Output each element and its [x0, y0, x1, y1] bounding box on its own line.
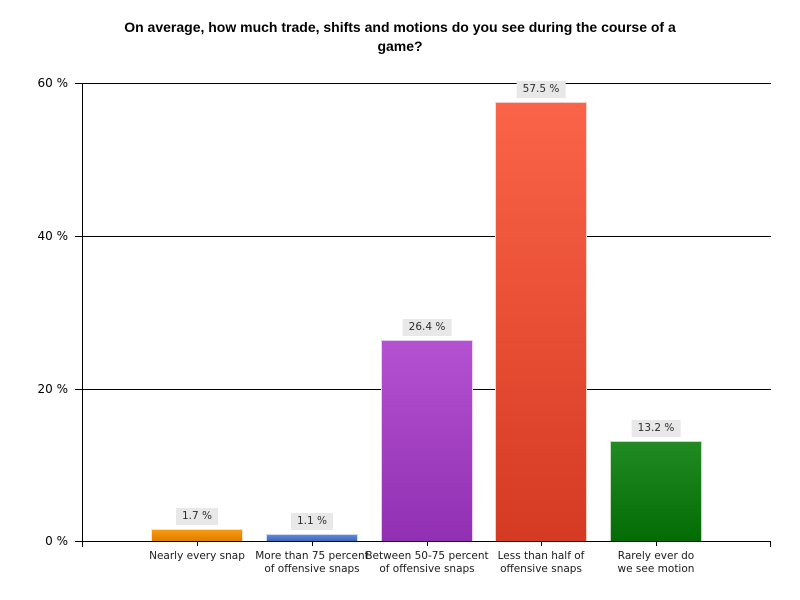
y-tick-20pct [75, 389, 82, 390]
value-label-less-than-half-of-offensive-snaps: 57.5 % [516, 81, 566, 98]
x-axis-label-line: Less than half of [497, 550, 585, 562]
x-axis-label-line: More than 75 percent [255, 550, 369, 562]
x-axis-label-more-than-75-percent-of-offensive-snaps: More than 75 percent of offensive snaps [227, 550, 397, 576]
x-axis-label-line: Between 50-75 percent [365, 550, 489, 562]
chart-title-line2: game? [377, 38, 423, 54]
gridline-60pct [82, 83, 771, 84]
x-axis-label-line: of offensive snaps [264, 563, 360, 575]
y-tick-60pct [75, 83, 82, 84]
x-tick-more-than-75-percent-of-offensive-snaps [312, 542, 313, 546]
x-axis-label-less-than-half-of-offensive-snaps: Less than half of offensive snaps [456, 550, 626, 576]
x-axis-line [82, 541, 771, 542]
x-axis-label-line: we see motion [617, 563, 695, 575]
x-tick-rarely-ever-do-we-see-motion [656, 542, 657, 546]
x-axis-label-line: of offensive snaps [379, 563, 475, 575]
y-axis-label-20pct: 20 % [37, 382, 69, 396]
value-label-nearly-every-snap: 1.7 % [175, 508, 219, 525]
x-axis-label-nearly-every-snap: Nearly every snap [112, 550, 282, 563]
bar-rarely-ever-do-we-see-motion [610, 441, 702, 542]
chart-title-line1: On average, how much trade, shifts and m… [124, 19, 676, 35]
x-axis-end-tick [770, 542, 771, 547]
y-axis-line [82, 83, 83, 547]
x-tick-nearly-every-snap [197, 542, 198, 546]
y-tick-40pct [75, 236, 82, 237]
y-axis-label-60pct: 60 % [37, 76, 69, 90]
y-axis-label-0pct: 0 % [45, 534, 68, 548]
x-axis-label-line: offensive snaps [500, 563, 582, 575]
bar-less-than-half-of-offensive-snaps [495, 102, 587, 542]
x-tick-between-50-75-percent-of-offensive-snaps [427, 542, 428, 546]
value-label-between-50-75-percent-of-offensive-snaps: 26.4 % [402, 319, 452, 336]
gridline-40pct [82, 236, 771, 237]
value-label-rarely-ever-do-we-see-motion: 13.2 % [631, 420, 681, 437]
plot-area: 1.7 % Nearly every snap 1.1 % More than 75 … [75, 81, 771, 575]
x-axis-label-line: Nearly every snap [149, 550, 245, 562]
value-label-more-than-75-percent-of-offensive-snaps: 1.1 % [290, 513, 334, 530]
x-tick-less-than-half-of-offensive-snaps [541, 542, 542, 546]
bar-between-50-75-percent-of-offensive-snaps [381, 340, 473, 542]
x-axis-label-line: Rarely ever do [617, 550, 695, 562]
y-tick-0pct [75, 541, 82, 542]
chart-title: On average, how much trade, shifts and m… [0, 18, 800, 56]
x-axis-label-between-50-75-percent-of-offensive-snaps: Between 50-75 percent of offensive snaps [342, 550, 512, 576]
x-axis-label-rarely-ever-do-we-see-motion: Rarely ever do we see motion [571, 550, 741, 576]
y-axis-label-40pct: 40 % [37, 229, 69, 243]
